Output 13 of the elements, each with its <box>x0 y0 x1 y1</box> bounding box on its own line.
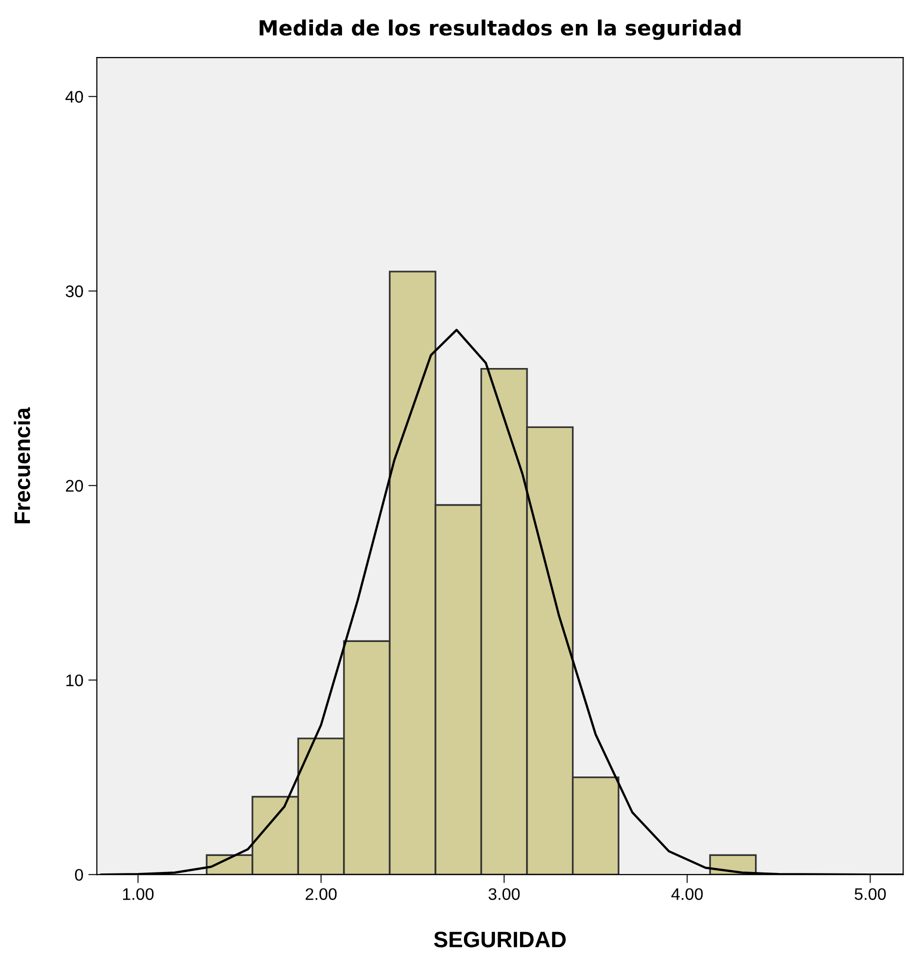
x-tick-label: 1.00 <box>123 888 154 900</box>
y-axis-title: Frecuencia <box>14 407 30 524</box>
y-tick-label: 30 <box>66 285 83 298</box>
x-tick-label: 2.00 <box>306 888 337 900</box>
x-tick-label: 4.00 <box>671 888 703 900</box>
chart-title: Medida de los resultados en la seguridad <box>260 20 740 40</box>
y-tick-label: 20 <box>66 480 83 492</box>
y-tick-label: 10 <box>66 674 83 686</box>
y-tick-label: 40 <box>65 90 83 103</box>
x-tick-label: 5.00 <box>854 888 886 900</box>
x-axis-title: SEGURIDAD <box>434 932 566 948</box>
x-tick-label: 3.00 <box>488 888 520 900</box>
y-tick-label: 0 <box>75 868 83 881</box>
